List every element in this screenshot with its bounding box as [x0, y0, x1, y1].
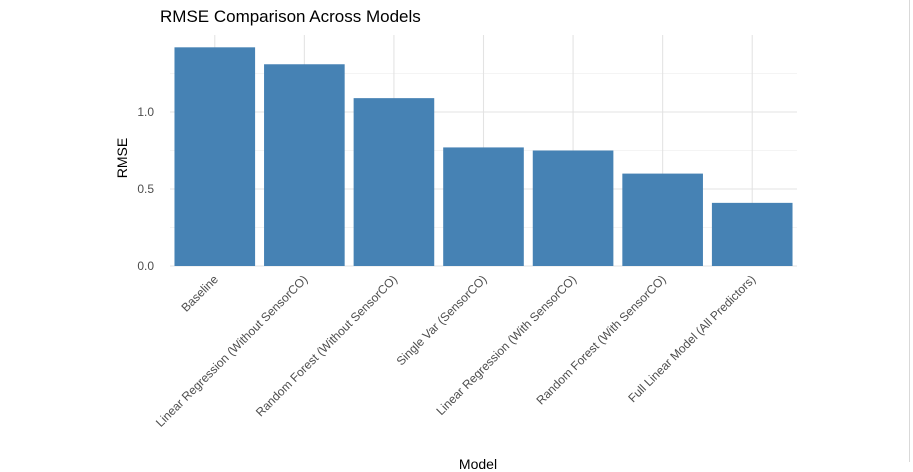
bar — [711, 202, 793, 266]
bar — [622, 173, 703, 266]
y-tick-label: 0.5 — [137, 182, 154, 196]
bar — [353, 98, 435, 266]
y-tick-label: 0.0 — [137, 259, 154, 273]
x-tick-label: Single Var (SensorCO) — [394, 272, 490, 368]
bar — [532, 150, 614, 266]
bar — [174, 47, 256, 266]
frame-edge — [909, 0, 910, 462]
x-tick-label: Linear Regression (Without SensorCO) — [153, 272, 311, 430]
x-tick-label: Baseline — [178, 272, 221, 315]
bar — [443, 147, 524, 266]
chart-title: RMSE Comparison Across Models — [160, 7, 421, 26]
bar — [264, 64, 345, 266]
x-tick-label: Random Forest (Without SensorCO) — [253, 272, 400, 419]
y-tick-label: 1.0 — [137, 105, 154, 119]
x-tick-label: Linear Regression (With SensorCO) — [433, 272, 579, 418]
chart-frame: RMSE Comparison Across Models RMSE Model… — [114, 0, 910, 472]
